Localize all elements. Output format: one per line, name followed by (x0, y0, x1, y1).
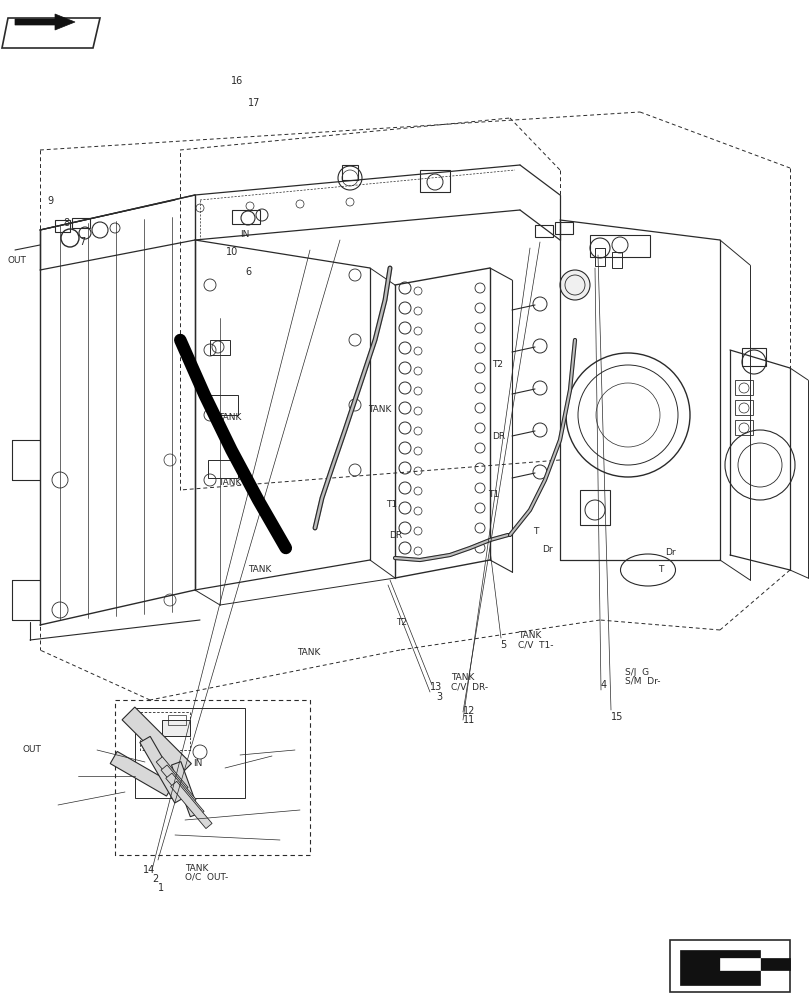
Text: TANK: TANK (517, 631, 541, 640)
Bar (669, 940, 789, 992)
Polygon shape (15, 14, 75, 30)
Bar (55, 220, 70, 232)
Text: T2: T2 (396, 618, 407, 627)
Text: T2: T2 (491, 360, 502, 369)
Text: S/M  Dr-: S/M Dr- (624, 677, 660, 686)
Text: TANK: TANK (217, 478, 241, 487)
Text: 15: 15 (610, 712, 622, 722)
Bar (208, 460, 238, 478)
Bar (72, 218, 90, 228)
Bar (554, 222, 573, 234)
Polygon shape (165, 773, 204, 817)
Text: 7: 7 (79, 237, 85, 247)
Text: OUT: OUT (23, 745, 41, 754)
Text: 13: 13 (430, 682, 442, 692)
Bar (611, 252, 621, 268)
Polygon shape (719, 958, 759, 970)
Text: T1: T1 (385, 500, 397, 509)
Text: TANK: TANK (367, 405, 391, 414)
Bar (135, 708, 245, 798)
Polygon shape (110, 751, 174, 796)
Text: TANK: TANK (297, 648, 320, 657)
Bar (419, 170, 449, 192)
Text: Dr: Dr (542, 545, 552, 554)
Circle shape (560, 270, 590, 300)
Text: T: T (532, 527, 538, 536)
Bar (734, 380, 752, 395)
Bar (341, 165, 358, 180)
Text: 10: 10 (225, 247, 238, 257)
Text: IN: IN (240, 230, 249, 239)
Bar (115, 700, 310, 855)
Text: C/V  T1-: C/V T1- (517, 640, 553, 649)
Text: TANK: TANK (185, 864, 208, 873)
Bar (208, 395, 238, 415)
Text: 8: 8 (63, 218, 70, 228)
Text: T: T (657, 565, 663, 574)
Polygon shape (2, 18, 100, 48)
Text: Dr: Dr (664, 548, 675, 557)
Bar (741, 348, 765, 366)
Bar (590, 235, 649, 257)
Bar (139, 712, 190, 750)
Polygon shape (170, 781, 212, 829)
Text: T1: T1 (487, 490, 499, 499)
Text: 3: 3 (436, 692, 442, 702)
Bar (534, 225, 552, 237)
Text: 9: 9 (47, 196, 54, 206)
Polygon shape (122, 707, 191, 776)
Polygon shape (679, 950, 789, 985)
Text: C/V  DR-: C/V DR- (451, 682, 488, 691)
Bar (594, 248, 604, 266)
Text: 11: 11 (462, 715, 474, 725)
Polygon shape (156, 757, 188, 793)
Text: 5: 5 (500, 640, 506, 650)
Polygon shape (171, 762, 200, 817)
Text: 16: 16 (231, 76, 243, 86)
Bar (232, 210, 260, 224)
Text: 6: 6 (245, 267, 251, 277)
Text: TANK: TANK (451, 673, 474, 682)
Text: 12: 12 (462, 706, 474, 716)
Text: 2: 2 (152, 874, 159, 884)
Polygon shape (161, 765, 195, 805)
Text: TANK: TANK (247, 565, 271, 574)
Polygon shape (139, 736, 185, 803)
Bar (734, 400, 752, 415)
Text: DR: DR (491, 432, 504, 441)
Text: 4: 4 (600, 680, 607, 690)
Text: TANK: TANK (217, 413, 241, 422)
Text: 14: 14 (143, 865, 155, 875)
Text: S/J  G: S/J G (624, 668, 649, 677)
Text: 17: 17 (247, 98, 260, 108)
Text: O/C  OUT-: O/C OUT- (185, 872, 228, 881)
Text: OUT: OUT (8, 256, 27, 265)
Text: DR: DR (388, 531, 401, 540)
Text: IN: IN (193, 759, 203, 768)
Bar (210, 340, 230, 355)
Bar (734, 420, 752, 435)
Text: 1: 1 (158, 883, 165, 893)
Bar (579, 490, 609, 525)
Bar (168, 715, 186, 725)
Bar (162, 720, 190, 736)
